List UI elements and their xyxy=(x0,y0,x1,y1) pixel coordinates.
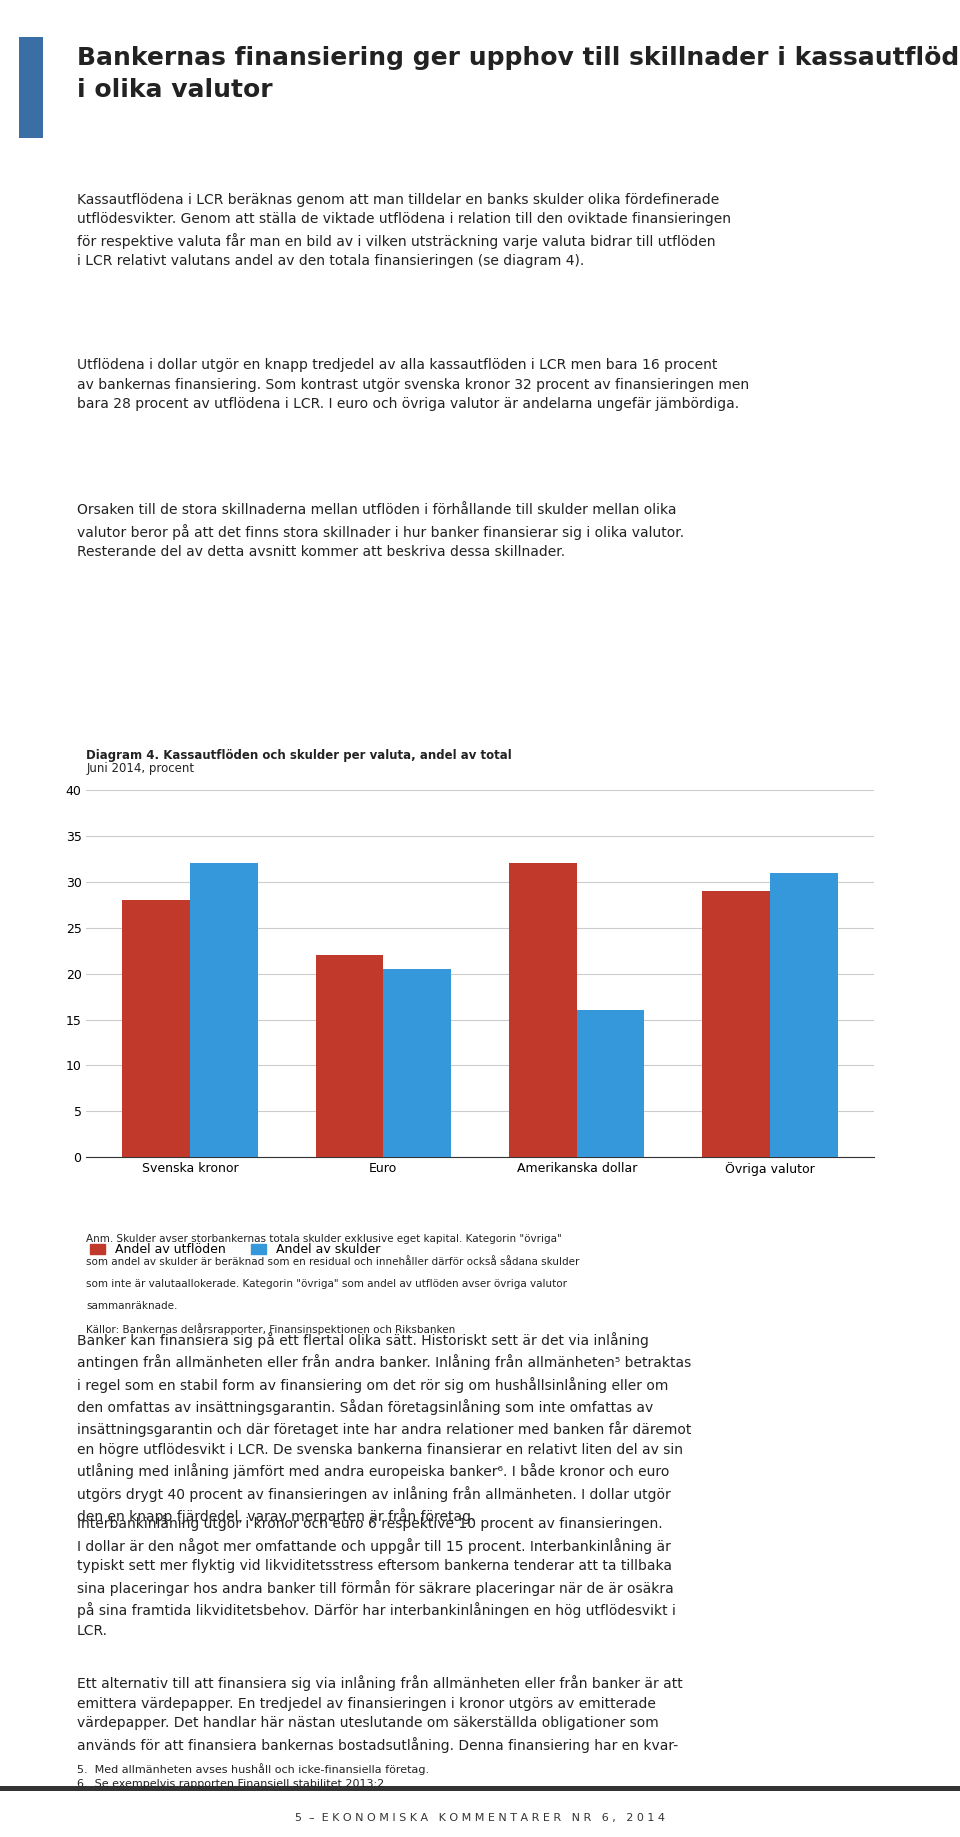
Text: Orsaken till de stora skillnaderna mellan utflöden i förhållande till skulder me: Orsaken till de stora skillnaderna mella… xyxy=(77,503,684,558)
Text: Källor: Bankernas delårsrapporter, Finansinspektionen och Riksbanken: Källor: Bankernas delårsrapporter, Finan… xyxy=(86,1323,456,1334)
Bar xyxy=(122,900,190,1157)
Bar xyxy=(577,1010,644,1157)
Bar xyxy=(703,891,770,1157)
Bar xyxy=(509,863,577,1157)
Bar xyxy=(770,873,838,1157)
Bar xyxy=(316,955,383,1157)
Text: Ett alternativ till att finansiera sig via inlåning från allmänheten eller från : Ett alternativ till att finansiera sig v… xyxy=(77,1675,683,1752)
Text: 5.  Med allmänheten avses hushåll och icke-finansiella företag.
6.  Se exempelvi: 5. Med allmänheten avses hushåll och ick… xyxy=(77,1764,429,1789)
Legend: Andel av utflöden, Andel av skulder: Andel av utflöden, Andel av skulder xyxy=(84,1238,385,1262)
Text: som andel av skulder är beräknad som en residual och innehåller därför också såd: som andel av skulder är beräknad som en … xyxy=(86,1257,580,1266)
Text: som inte är valutaallokerade. Kategorin "övriga" som andel av utflöden avser övr: som inte är valutaallokerade. Kategorin … xyxy=(86,1279,567,1288)
Text: Bankernas finansiering ger upphov till skillnader i kassautflöden
i olika valuto: Bankernas finansiering ger upphov till s… xyxy=(77,46,960,101)
Bar xyxy=(383,968,451,1157)
Text: Interbankinlåning utgör i kronor och euro 6 respektive 10 procent av finansierin: Interbankinlåning utgör i kronor och eur… xyxy=(77,1516,676,1639)
Bar xyxy=(190,863,257,1157)
Text: Banker kan finansiera sig på ett flertal olika sätt. Historiskt sett är det via : Banker kan finansiera sig på ett flertal… xyxy=(77,1332,691,1525)
Text: Juni 2014, procent: Juni 2014, procent xyxy=(86,762,195,775)
Text: Diagram 4. Kassautflöden och skulder per valuta, andel av total: Diagram 4. Kassautflöden och skulder per… xyxy=(86,749,512,762)
Text: Anm. Skulder avser storbankernas totala skulder exklusive eget kapital. Kategori: Anm. Skulder avser storbankernas totala … xyxy=(86,1234,563,1244)
Text: Kassautflödena i LCR beräknas genom att man tilldelar en banks skulder olika för: Kassautflödena i LCR beräknas genom att … xyxy=(77,193,731,268)
Text: 5  –  E K O N O M I S K A   K O M M E N T A R E R   N R   6 ,   2 0 1 4: 5 – E K O N O M I S K A K O M M E N T A … xyxy=(295,1813,665,1822)
Text: Utflödena i dollar utgör en knapp tredjedel av alla kassautflöden i LCR men bara: Utflödena i dollar utgör en knapp tredje… xyxy=(77,358,749,411)
Text: sammanräknade.: sammanräknade. xyxy=(86,1301,178,1310)
